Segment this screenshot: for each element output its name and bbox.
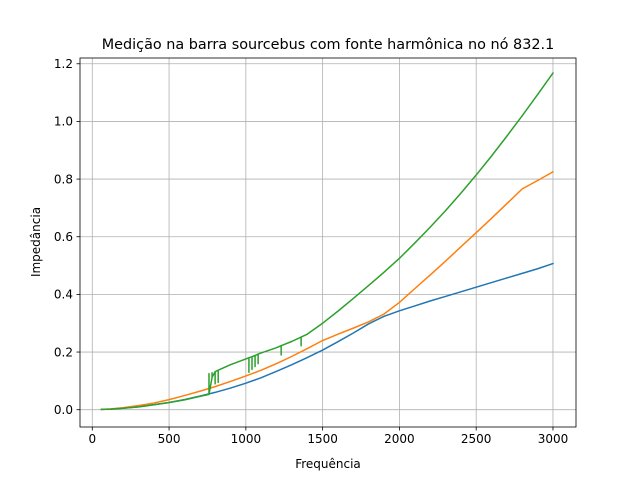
x-axis-ticks: 0 500 1000 1500 2000 2500 3000: [88, 427, 568, 446]
y-axis-label: Impedância: [29, 207, 43, 277]
x-tick-label: 3000: [538, 432, 569, 446]
plot-area-frame: [79, 57, 577, 428]
grid-lines: [80, 58, 576, 427]
y-axis-ticks: 0.0 0.2 0.4 0.6 0.8 1.0 1.2: [54, 57, 80, 417]
y-tick-label: 0.0: [54, 403, 73, 417]
x-tick-label: 0: [88, 432, 96, 446]
series-line-2: [100, 170, 554, 411]
y-tick-label: 0.4: [54, 288, 73, 302]
series-layer: [100, 71, 555, 411]
series-line-3: [100, 71, 555, 411]
y-tick-label: 1.0: [54, 115, 73, 129]
chart-title: Medição na barra sourcebus com fonte har…: [102, 37, 554, 53]
x-tick-label: 2000: [384, 432, 415, 446]
y-tick-label: 0.2: [54, 345, 73, 359]
x-axis-label: Frequência: [295, 457, 361, 471]
x-tick-label: 500: [158, 432, 181, 446]
x-tick-label: 1000: [231, 432, 262, 446]
y-tick-label: 0.6: [54, 230, 73, 244]
y-tick-label: 1.2: [54, 57, 73, 71]
y-tick-label: 0.8: [54, 172, 73, 186]
x-tick-label: 1500: [307, 432, 338, 446]
x-tick-label: 2500: [461, 432, 492, 446]
